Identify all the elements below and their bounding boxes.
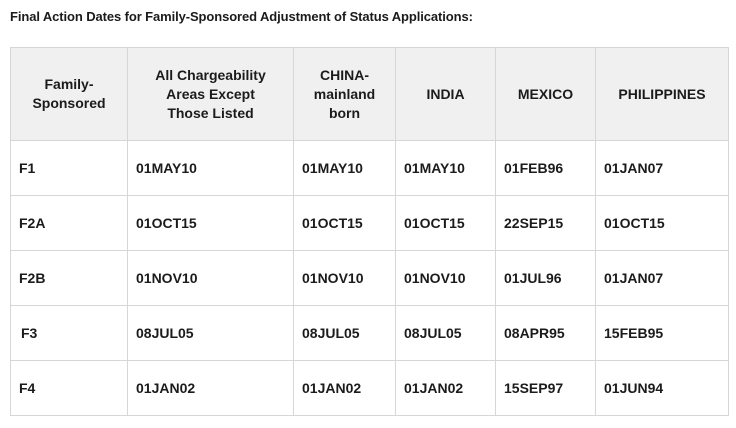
date-cell: 01JAN07 bbox=[595, 140, 729, 196]
date-cell: 01NOV10 bbox=[395, 250, 496, 306]
category-cell: F2B bbox=[10, 250, 128, 306]
date-cell: 01JUN94 bbox=[595, 360, 729, 416]
date-cell: 01MAY10 bbox=[293, 140, 396, 196]
date-cell: 01OCT15 bbox=[293, 195, 396, 251]
page-title: Final Action Dates for Family-Sponsored … bbox=[10, 9, 473, 24]
table-row: F2B 01NOV10 01NOV10 01NOV10 01JUL96 01JA… bbox=[10, 250, 729, 306]
date-cell: 01JAN07 bbox=[595, 250, 729, 306]
column-header-all-chargeability: All Chargeability Areas Except Those Liste… bbox=[127, 47, 294, 141]
date-cell: 01NOV10 bbox=[293, 250, 396, 306]
table-row: F1 01MAY10 01MAY10 01MAY10 01FEB96 01JAN… bbox=[10, 140, 729, 196]
date-cell: 01JAN02 bbox=[395, 360, 496, 416]
table-row: F2A 01OCT15 01OCT15 01OCT15 22SEP15 01OC… bbox=[10, 195, 729, 251]
date-cell: 01OCT15 bbox=[595, 195, 729, 251]
category-cell: F1 bbox=[10, 140, 128, 196]
date-cell: 01MAY10 bbox=[395, 140, 496, 196]
column-header-india: INDIA bbox=[395, 47, 496, 141]
date-cell: 01FEB96 bbox=[495, 140, 596, 196]
date-cell: 15FEB95 bbox=[595, 305, 729, 361]
table-row: F3 08JUL05 08JUL05 08JUL05 08APR95 15FEB… bbox=[10, 305, 729, 361]
category-cell: F4 bbox=[10, 360, 128, 416]
date-cell: 01OCT15 bbox=[395, 195, 496, 251]
final-action-dates-table: Family- Sponsored All Chargeability Areas … bbox=[10, 47, 729, 416]
column-header-mexico: MEXICO bbox=[495, 47, 596, 141]
table-row: F4 01JAN02 01JAN02 01JAN02 15SEP97 01JUN… bbox=[10, 360, 729, 416]
date-cell: 08APR95 bbox=[495, 305, 596, 361]
date-cell: 01JUL96 bbox=[495, 250, 596, 306]
column-header-family-sponsored: Family- Sponsored bbox=[10, 47, 128, 141]
category-cell: F2A bbox=[10, 195, 128, 251]
date-cell: 22SEP15 bbox=[495, 195, 596, 251]
date-cell: 08JUL05 bbox=[395, 305, 496, 361]
table-header-row: Family- Sponsored All Chargeability Areas … bbox=[10, 47, 729, 141]
column-header-china: CHINA-mainland born bbox=[293, 47, 396, 141]
date-cell: 08JUL05 bbox=[293, 305, 396, 361]
date-cell: 01JAN02 bbox=[127, 360, 294, 416]
date-cell: 01OCT15 bbox=[127, 195, 294, 251]
date-cell: 01MAY10 bbox=[127, 140, 294, 196]
date-cell: 08JUL05 bbox=[127, 305, 294, 361]
column-header-philippines: PHILIPPINES bbox=[595, 47, 729, 141]
date-cell: 15SEP97 bbox=[495, 360, 596, 416]
date-cell: 01JAN02 bbox=[293, 360, 396, 416]
date-cell: 01NOV10 bbox=[127, 250, 294, 306]
category-cell: F3 bbox=[10, 305, 128, 361]
